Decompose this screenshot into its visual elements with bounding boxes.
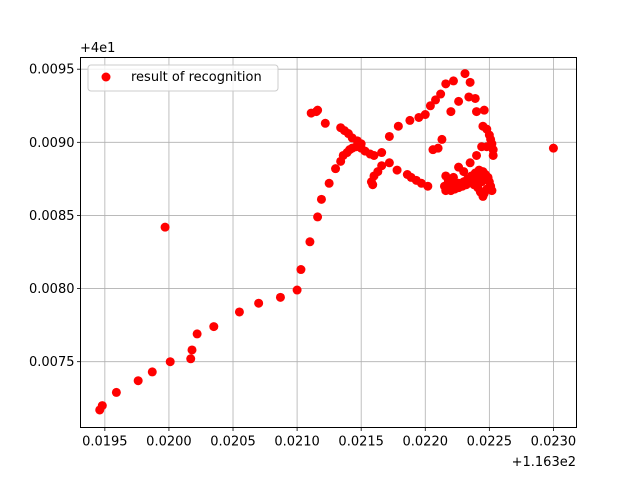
data-point — [147, 367, 157, 377]
data-point — [316, 194, 326, 204]
data-point — [472, 107, 482, 117]
data-point — [234, 307, 244, 317]
data-point — [442, 184, 452, 194]
data-points — [95, 69, 558, 415]
data-point — [356, 139, 366, 149]
data-point — [393, 121, 403, 131]
y-tick-label: 0.0080 — [29, 282, 75, 297]
data-point — [448, 76, 458, 86]
plot-frame — [80, 57, 577, 428]
data-point — [305, 237, 315, 247]
data-point — [454, 162, 464, 172]
data-point — [436, 89, 446, 99]
data-point — [111, 387, 121, 397]
x-tick-label: 0.0225 — [467, 435, 513, 450]
x-tick-label: 0.0230 — [531, 435, 577, 450]
data-point — [275, 292, 285, 302]
legend: result of recognition — [87, 64, 279, 92]
data-point — [437, 134, 447, 144]
data-point — [433, 143, 443, 153]
x-tick-label: 0.0195 — [82, 435, 128, 450]
x-tick-label: 0.0220 — [403, 435, 449, 450]
data-point — [377, 148, 387, 158]
data-point — [254, 298, 264, 308]
data-point — [446, 107, 456, 117]
x-tick-label: 0.0205 — [210, 435, 256, 450]
data-point — [441, 79, 451, 89]
legend-marker — [101, 72, 111, 82]
data-point — [186, 354, 196, 364]
data-point — [160, 222, 170, 232]
data-point — [368, 180, 378, 190]
data-point — [488, 150, 498, 160]
data-point — [548, 143, 558, 153]
y-axis: 0.0075 0.0080 0.0085 0.0090 0.0095 — [29, 63, 81, 370]
data-point — [369, 150, 379, 160]
data-point — [465, 158, 475, 168]
data-point — [443, 177, 453, 187]
data-point — [384, 158, 394, 168]
data-point — [384, 131, 394, 141]
data-point — [292, 285, 302, 295]
data-point — [187, 345, 197, 355]
data-point — [165, 357, 175, 367]
data-point — [192, 329, 202, 339]
data-point — [465, 77, 475, 87]
data-point — [425, 101, 435, 111]
data-point — [431, 95, 441, 105]
data-point — [313, 212, 323, 222]
y-axis-offset-label: +4e1 — [80, 41, 115, 56]
y-tick-label: 0.0085 — [29, 209, 75, 224]
x-tick-label: 0.0215 — [338, 435, 384, 450]
data-point — [454, 96, 464, 106]
data-point — [470, 93, 480, 103]
data-point — [472, 150, 482, 160]
x-axis-offset-label: +1.163e2 — [512, 455, 576, 470]
data-point — [331, 164, 341, 174]
y-tick-label: 0.0090 — [29, 136, 75, 151]
data-point — [313, 105, 323, 115]
data-point — [324, 178, 334, 188]
data-point — [296, 265, 306, 275]
x-axis: 0.0195 0.0200 0.0205 0.0210 0.0215 0.0220 0.02… — [82, 427, 577, 450]
data-point — [420, 110, 430, 120]
legend-label: result of recognition — [131, 70, 262, 85]
data-point — [460, 69, 470, 79]
data-point — [477, 142, 487, 152]
data-point — [402, 169, 412, 179]
y-tick-label: 0.0075 — [29, 355, 75, 370]
data-point — [392, 165, 402, 175]
data-point — [209, 322, 219, 332]
x-tick-label: 0.0210 — [274, 435, 320, 450]
legend-box — [87, 64, 279, 92]
data-point — [405, 115, 415, 125]
data-point — [320, 118, 330, 128]
y-tick-label: 0.0095 — [29, 63, 75, 78]
data-point — [479, 105, 489, 115]
data-point — [97, 401, 107, 411]
data-point — [474, 171, 484, 181]
data-point — [133, 376, 143, 386]
x-tick-label: 0.0200 — [146, 435, 192, 450]
grid — [80, 57, 577, 428]
